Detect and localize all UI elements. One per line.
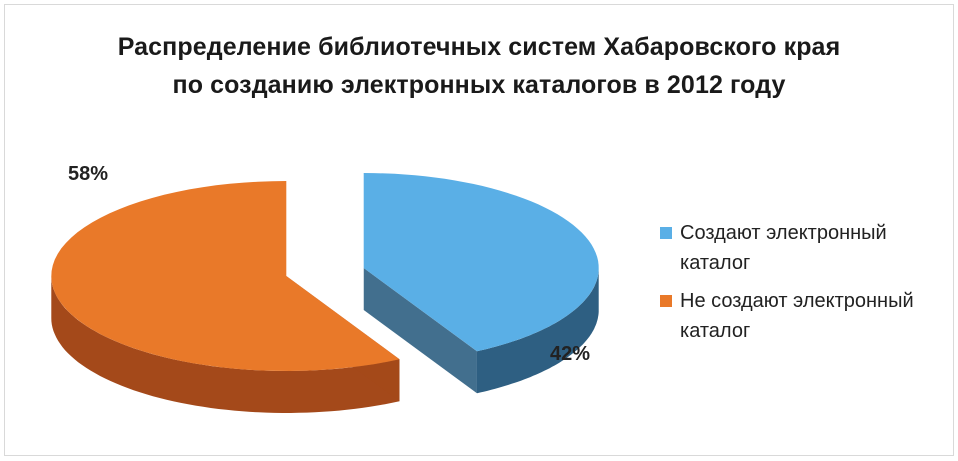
data-label-not-creating: 58% — [68, 163, 108, 185]
data-label-creating: 42% — [550, 343, 590, 365]
pie-side-creating — [477, 268, 599, 394]
chart-legend: Создают электронный каталог Не создают э… — [660, 218, 950, 354]
legend-label-not-creating: Не создают электронный каталог — [680, 290, 914, 342]
pie-slice-creating — [363, 173, 599, 352]
legend-label-creating: Создают электронный каталог — [680, 222, 887, 274]
chart-title-line-1: Распределение библиотечных систем Хабаро… — [117, 33, 841, 61]
legend-swatch-creating — [660, 227, 672, 239]
legend-swatch-not-creating — [660, 295, 672, 307]
pie-slice-not-creating — [51, 181, 400, 371]
legend-item-not-creating: Не создают электронный каталог — [660, 286, 950, 346]
pie-side-not-creating — [51, 276, 400, 413]
chart-title-line-2: по созданию электронных каталогов в 2012… — [172, 71, 786, 99]
chart-title: Распределение библиотечных систем Хабаро… — [0, 28, 958, 104]
pie-cut-creating — [363, 268, 477, 394]
legend-item-creating: Создают электронный каталог — [660, 218, 950, 278]
